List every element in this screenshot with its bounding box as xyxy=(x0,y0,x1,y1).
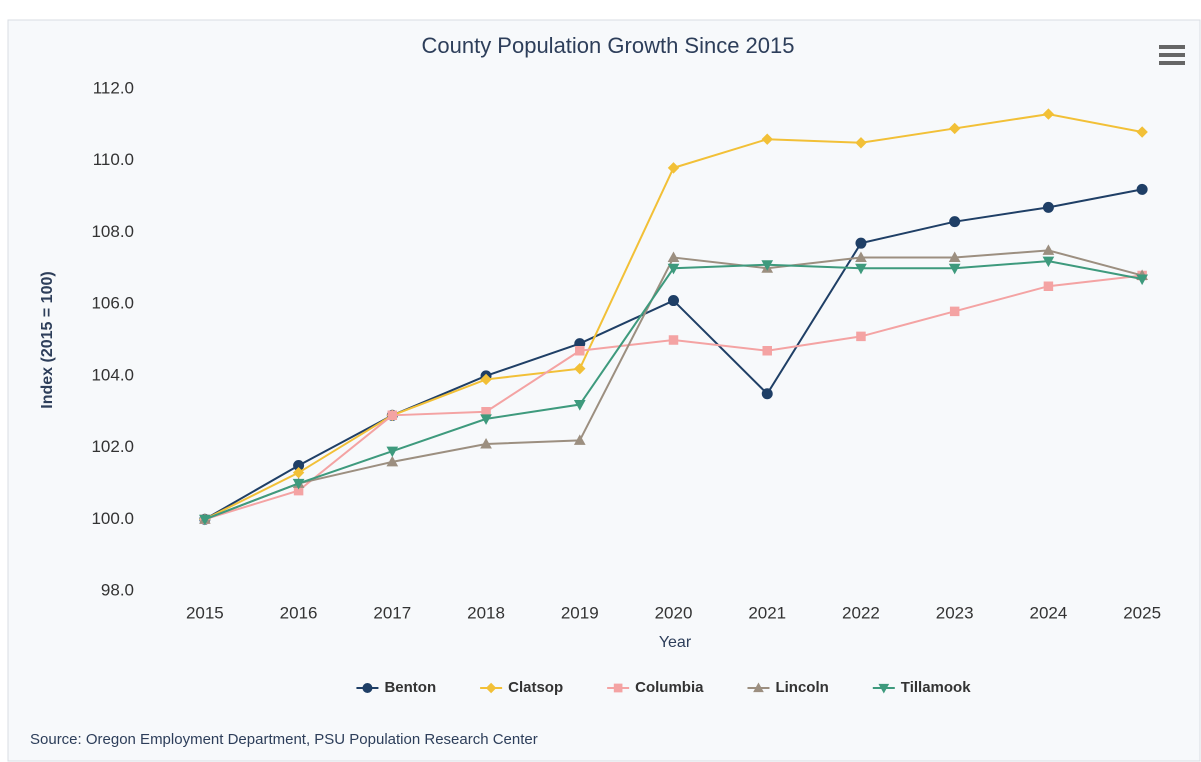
marker xyxy=(387,410,398,421)
y-tick-label: 106.0 xyxy=(91,294,134,313)
marker xyxy=(1136,274,1148,286)
marker xyxy=(667,162,680,174)
legend-item: Tillamook xyxy=(872,679,971,696)
legend-label: Columbia xyxy=(635,679,704,696)
marker xyxy=(199,514,211,526)
menu-bar[interactable] xyxy=(1159,53,1185,57)
marker xyxy=(949,306,960,317)
marker xyxy=(1043,281,1054,291)
legend: Benton Clatsop Columbia Lincoln Tillamook xyxy=(356,679,971,696)
x-tick-label: 2018 xyxy=(467,603,505,622)
y-axis-title: Index (2015 = 100) xyxy=(39,271,56,408)
marker xyxy=(573,434,586,445)
marker xyxy=(856,331,866,342)
marker xyxy=(948,122,961,135)
marker xyxy=(668,335,679,345)
marker xyxy=(1042,108,1055,120)
marker xyxy=(386,446,399,458)
x-tick-label: 2020 xyxy=(655,603,693,622)
x-tick-label: 2016 xyxy=(280,603,318,622)
marker xyxy=(878,683,890,694)
source-note: Source: Oregon Employment Department, PS… xyxy=(30,731,538,748)
marker xyxy=(386,455,399,467)
marker xyxy=(480,414,492,425)
marker xyxy=(949,216,961,228)
x-tick-label: 2024 xyxy=(1029,603,1067,622)
menu-bar[interactable] xyxy=(1159,61,1185,65)
marker xyxy=(485,682,497,694)
x-tick-label: 2021 xyxy=(748,603,786,622)
legend-item: Benton xyxy=(356,679,436,696)
x-tick-label: 2019 xyxy=(561,603,599,622)
marker xyxy=(362,683,373,693)
chart-background xyxy=(7,19,1201,762)
marker xyxy=(855,237,867,249)
y-tick-label: 100.0 xyxy=(91,509,134,528)
marker xyxy=(1042,201,1054,213)
legend-label: Lincoln xyxy=(775,679,828,696)
marker xyxy=(667,251,680,263)
marker xyxy=(761,133,773,145)
marker xyxy=(761,260,774,271)
marker xyxy=(761,388,773,400)
legend-label: Benton xyxy=(384,679,436,696)
y-tick-label: 110.0 xyxy=(93,150,134,169)
marker xyxy=(1042,244,1055,255)
marker xyxy=(753,682,764,693)
legend-label: Clatsop xyxy=(508,679,563,696)
chart-title: County Population Growth Since 2015 xyxy=(421,33,794,58)
marker xyxy=(292,478,305,490)
marker xyxy=(762,346,772,356)
marker xyxy=(480,373,492,386)
marker xyxy=(948,251,961,263)
legend-item: Columbia xyxy=(607,679,704,696)
series xyxy=(200,270,1147,525)
menu-bar[interactable] xyxy=(1159,45,1185,49)
series xyxy=(199,256,1148,526)
marker xyxy=(855,263,867,275)
y-tick-label: 102.0 xyxy=(91,437,134,456)
marker xyxy=(668,295,679,307)
marker xyxy=(1042,256,1055,268)
x-tick-label: 2017 xyxy=(373,603,411,622)
marker xyxy=(574,362,586,375)
y-tick-label: 104.0 xyxy=(91,365,134,384)
y-tick-label: 108.0 xyxy=(91,222,134,241)
marker xyxy=(667,263,680,275)
marker xyxy=(575,346,585,356)
y-tick-label: 98.0 xyxy=(101,580,134,599)
marker xyxy=(1136,126,1148,138)
marker xyxy=(573,400,586,411)
legend-label: Tillamook xyxy=(901,679,971,696)
marker xyxy=(855,251,867,263)
legend-item: Lincoln xyxy=(747,679,829,696)
marker xyxy=(1136,183,1148,195)
marker xyxy=(855,137,867,149)
x-axis-title: Year xyxy=(659,634,692,651)
marker xyxy=(613,683,623,693)
marker xyxy=(480,437,492,449)
y-tick-label: 112.0 xyxy=(93,78,134,97)
x-tick-label: 2023 xyxy=(936,603,974,622)
menu-button[interactable] xyxy=(1159,45,1185,65)
x-tick-label: 2022 xyxy=(842,603,880,622)
x-tick-label: 2015 xyxy=(186,603,224,622)
legend-item: Clatsop xyxy=(480,679,563,696)
x-tick-label: 2025 xyxy=(1123,603,1161,622)
marker xyxy=(948,263,961,275)
